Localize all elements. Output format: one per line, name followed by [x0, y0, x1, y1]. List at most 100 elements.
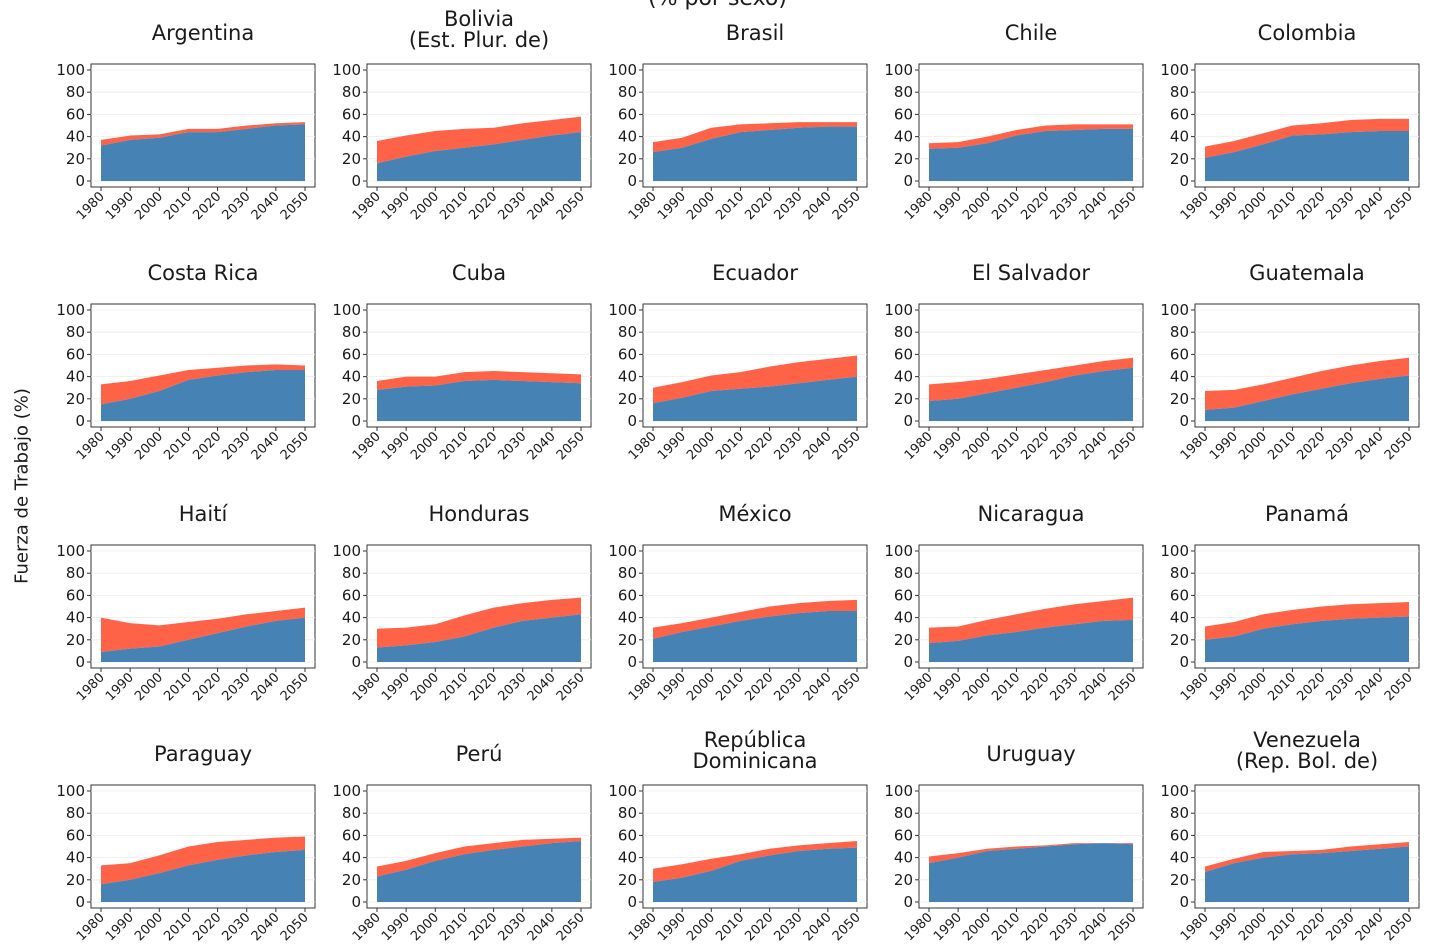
x-tick-label: 1980: [74, 429, 108, 463]
y-tick-label: 60: [342, 105, 361, 123]
x-tick-label: 2050: [554, 189, 588, 223]
x-tick-label: 1980: [1178, 189, 1212, 223]
y-tick-label: 60: [66, 586, 85, 604]
area-female: [653, 122, 857, 153]
y-tick-label: 80: [618, 83, 637, 101]
panel-12: 0204060801001980199020002010202020302040…: [608, 502, 868, 704]
y-tick-label: 80: [342, 83, 361, 101]
y-tick-label: 60: [618, 105, 637, 123]
x-tick-label: 1980: [626, 429, 660, 463]
x-tick-label: 1990: [931, 189, 965, 223]
x-tick-label: 2030: [772, 910, 806, 944]
x-tick-label: 2050: [554, 429, 588, 463]
y-tick-label: 80: [66, 323, 85, 341]
y-tick-label: 0: [1179, 653, 1189, 671]
area-female: [653, 355, 857, 404]
y-tick-label: 40: [1170, 128, 1189, 146]
y-tick-label: 40: [342, 609, 361, 627]
area-male: [929, 843, 1133, 902]
x-tick-label: 2000: [408, 189, 442, 223]
y-tick-label: 40: [342, 849, 361, 867]
x-tick-label: 1990: [655, 670, 689, 704]
x-tick-label: 2000: [1236, 429, 1270, 463]
x-tick-label: 1980: [902, 670, 936, 704]
area-male: [653, 126, 857, 181]
x-tick-label: 2000: [132, 670, 166, 704]
x-tick-label: 2030: [1048, 670, 1082, 704]
x-tick-label: 2000: [132, 429, 166, 463]
x-tick-label: 2030: [1324, 189, 1358, 223]
x-tick-label: 2050: [554, 910, 588, 944]
area-male: [1205, 846, 1409, 902]
y-tick-label: 80: [618, 804, 637, 822]
x-tick-label: 1990: [103, 189, 137, 223]
y-tick-label: 60: [1170, 826, 1189, 844]
y-tick-label: 40: [618, 609, 637, 627]
panel-title: República: [704, 728, 807, 752]
y-tick-label: 80: [1170, 564, 1189, 582]
y-tick-label: 0: [1179, 172, 1189, 190]
x-tick-label: 1980: [74, 670, 108, 704]
y-tick-label: 80: [342, 564, 361, 582]
x-tick-label: 2050: [1106, 670, 1140, 704]
panel-title: Guatemala: [1249, 261, 1365, 285]
x-tick-label: 2010: [1265, 429, 1299, 463]
x-tick-label: 2020: [190, 910, 224, 944]
x-tick-label: 1990: [655, 429, 689, 463]
x-tick-label: 2020: [1294, 189, 1328, 223]
y-tick-label: 80: [618, 564, 637, 582]
panel-8: 0204060801001980199020002010202020302040…: [884, 261, 1144, 463]
y-tick-label: 60: [618, 586, 637, 604]
y-tick-label: 0: [351, 172, 361, 190]
area-female: [377, 371, 581, 390]
x-tick-label: 2030: [1048, 189, 1082, 223]
x-tick-label: 1980: [350, 910, 384, 944]
x-tick-label: 2050: [1382, 910, 1416, 944]
x-tick-label: 2040: [1077, 189, 1111, 223]
x-tick-label: 2010: [989, 670, 1023, 704]
y-tick-label: 0: [75, 172, 85, 190]
x-tick-label: 2010: [161, 910, 195, 944]
x-tick-label: 2030: [220, 670, 254, 704]
panel-title: Costa Rica: [147, 261, 258, 285]
area-female: [1205, 602, 1409, 640]
x-tick-label: 1980: [350, 429, 384, 463]
x-tick-label: 2030: [1324, 429, 1358, 463]
x-tick-label: 2030: [1048, 429, 1082, 463]
x-tick-label: 2010: [161, 429, 195, 463]
x-tick-label: 2020: [466, 429, 500, 463]
panel-14: 0204060801001980199020002010202020302040…: [1160, 502, 1420, 704]
x-tick-label: 2030: [1324, 670, 1358, 704]
x-tick-label: 1980: [626, 670, 660, 704]
y-tick-label: 40: [894, 609, 913, 627]
area-male: [1205, 375, 1409, 421]
x-tick-label: 2010: [161, 189, 195, 223]
x-tick-label: 1990: [655, 189, 689, 223]
y-tick-label: 20: [66, 150, 85, 168]
area-male: [377, 132, 581, 181]
area-male: [653, 847, 857, 902]
x-tick-label: 2010: [713, 670, 747, 704]
x-tick-label: 2020: [742, 189, 776, 223]
panel-11: 0204060801001980199020002010202020302040…: [332, 502, 592, 704]
y-tick-label: 20: [342, 631, 361, 649]
x-tick-label: 2010: [989, 429, 1023, 463]
x-tick-label: 2010: [713, 910, 747, 944]
y-tick-label: 80: [66, 804, 85, 822]
y-tick-label: 60: [894, 105, 913, 123]
y-tick-label: 100: [884, 542, 913, 560]
y-tick-label: 100: [1160, 542, 1189, 560]
y-tick-label: 0: [75, 893, 85, 911]
x-tick-label: 2040: [1353, 429, 1387, 463]
area-male: [929, 619, 1133, 662]
panel-title: Perú: [456, 742, 503, 766]
y-tick-label: 40: [618, 128, 637, 146]
y-tick-label: 40: [342, 128, 361, 146]
y-tick-label: 20: [1170, 150, 1189, 168]
area-female: [653, 840, 857, 883]
y-tick-label: 20: [1170, 631, 1189, 649]
panel-2: 0204060801001980199020002010202020302040…: [608, 21, 868, 223]
x-tick-label: 1990: [379, 429, 413, 463]
panel-title: Argentina: [152, 21, 254, 45]
x-tick-label: 2050: [830, 910, 864, 944]
